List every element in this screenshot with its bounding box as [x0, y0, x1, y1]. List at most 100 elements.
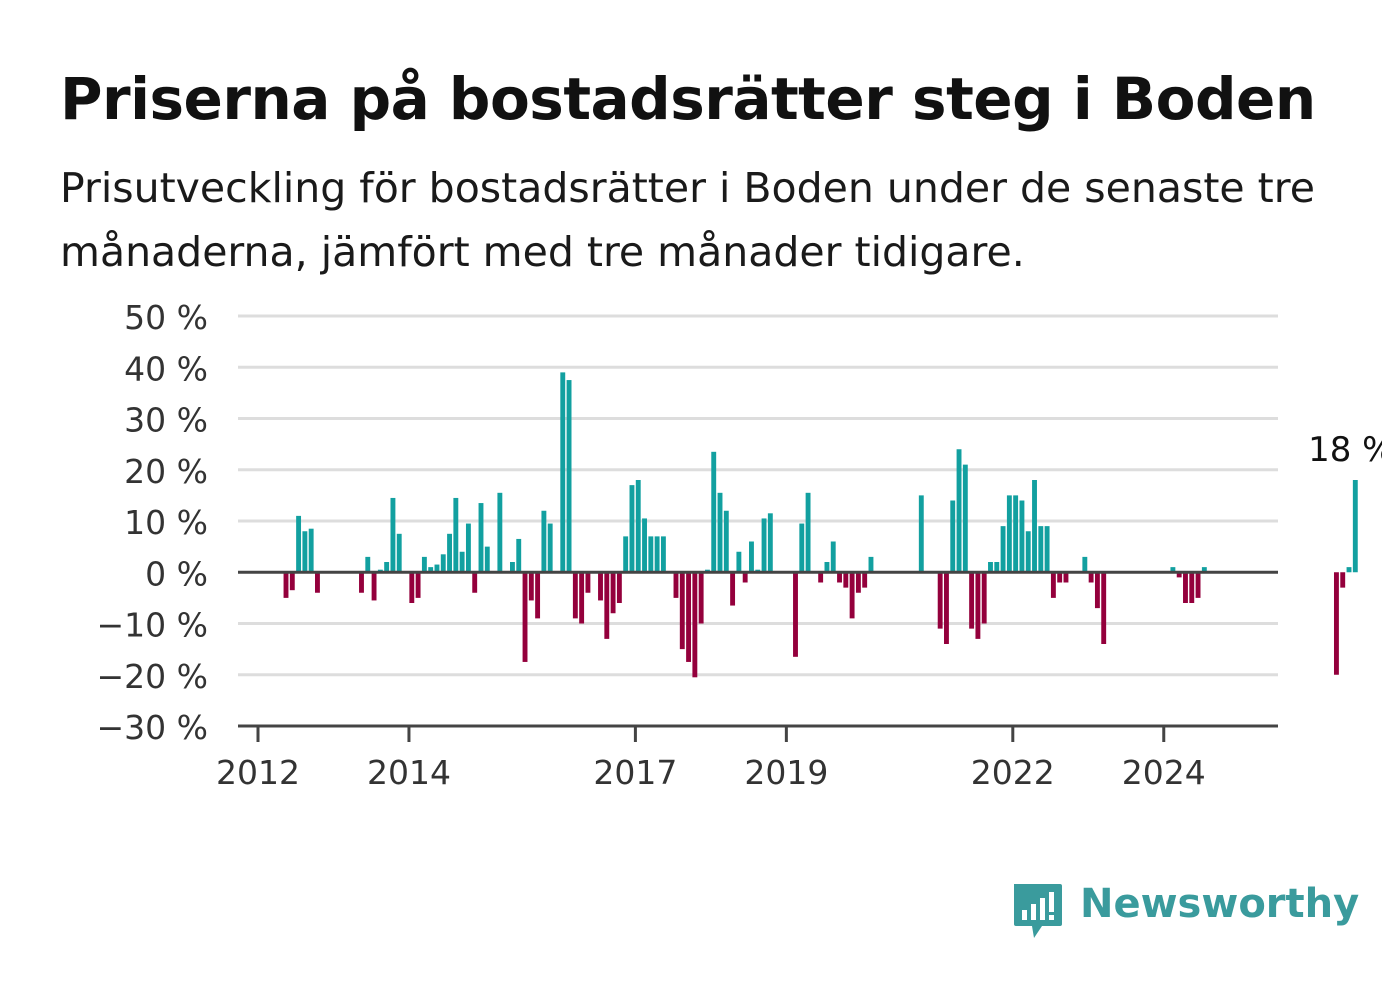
bar: [1340, 572, 1346, 588]
bar: [478, 503, 484, 573]
bar: [472, 572, 478, 593]
bar: [1006, 495, 1012, 573]
bar: [560, 372, 566, 573]
bar: [660, 536, 666, 573]
bar: [1025, 531, 1031, 573]
y-tick-label: 20 %: [124, 452, 208, 491]
bar: [283, 572, 289, 598]
bar: [510, 562, 515, 573]
bar: [296, 515, 302, 573]
bar: [994, 562, 1000, 573]
bar: [818, 572, 824, 583]
bar: [598, 572, 603, 601]
bar: [396, 533, 402, 573]
bar: [421, 556, 427, 573]
bar: [862, 572, 868, 588]
bar: [541, 510, 547, 573]
last-value-annotation: 18 %: [1308, 430, 1382, 470]
annotations: 18 %: [1308, 430, 1382, 470]
bar: [428, 567, 434, 573]
bar: [1032, 480, 1037, 573]
bar: [440, 554, 446, 573]
bar: [868, 556, 874, 573]
bar: [648, 536, 654, 573]
bar: [302, 531, 308, 573]
bar: [1195, 572, 1201, 598]
x-tick-label: 2022: [971, 753, 1055, 792]
bar: [359, 572, 364, 593]
y-tick-label: 10 %: [124, 503, 208, 542]
bar: [409, 572, 415, 603]
x-tick-label: 2019: [744, 753, 828, 792]
bar: [434, 564, 440, 573]
bar: [371, 572, 377, 601]
bar: [1170, 567, 1176, 573]
bar: [1019, 500, 1025, 573]
bar: [742, 572, 748, 583]
bar: [642, 518, 647, 573]
bar: [604, 572, 610, 639]
newsworthy-logo: Newsworthy: [1010, 878, 1359, 942]
bar: [937, 572, 943, 629]
axes: [238, 570, 1278, 742]
bar: [1201, 567, 1207, 573]
bar: [1101, 572, 1107, 644]
bar: [1088, 572, 1094, 583]
bar: [736, 551, 742, 573]
bar: [761, 518, 767, 573]
bar: [988, 562, 993, 573]
bar: [830, 541, 836, 573]
bar: [415, 572, 421, 598]
x-tick-label: 2012: [216, 753, 300, 792]
bar: [1044, 526, 1050, 573]
bar: [686, 572, 692, 662]
bar: [956, 449, 962, 573]
bar: [390, 497, 396, 573]
bar: [1000, 526, 1006, 573]
bar: [969, 572, 975, 629]
bar: [843, 572, 849, 588]
bar: [459, 551, 465, 573]
bar: [1094, 572, 1100, 609]
bar: [308, 528, 314, 573]
y-tick-label: −30 %: [97, 708, 209, 747]
bar: [723, 510, 729, 573]
bar: [730, 572, 736, 606]
bar: [855, 572, 861, 593]
bar: [962, 464, 968, 573]
bar: [793, 572, 798, 657]
bar: [981, 572, 987, 624]
bar: [692, 572, 698, 678]
gridlines: [238, 314, 1278, 677]
bar: [1082, 556, 1088, 573]
y-tick-label: 40 %: [124, 349, 208, 388]
bar: [1352, 480, 1358, 573]
y-tick-label: −10 %: [97, 606, 209, 645]
bar: [1050, 572, 1056, 598]
bar: [635, 480, 641, 573]
bar: [497, 492, 503, 573]
bar: [1346, 567, 1352, 573]
bars: [283, 372, 1358, 678]
y-axis-labels: 50 % 40 % 30 % 20 % 10 % 0 % −10 % −20 % −30 %: [97, 298, 209, 747]
y-tick-label: 30 %: [124, 401, 208, 440]
bar: [535, 572, 541, 619]
bar: [717, 492, 723, 573]
bar: [749, 541, 754, 573]
bar: [975, 572, 981, 639]
bar: [837, 572, 842, 583]
bar: [289, 572, 295, 591]
bar: [799, 523, 805, 573]
bar: [315, 572, 320, 593]
x-tick-label: 2024: [1122, 753, 1206, 792]
bar: [711, 451, 717, 573]
bar: [623, 536, 629, 573]
bar: [484, 546, 490, 573]
bar: [824, 562, 830, 573]
bar: [516, 538, 522, 573]
bar: [1057, 572, 1063, 583]
bar: [384, 562, 390, 573]
bar: [585, 572, 591, 593]
bar: [1333, 572, 1339, 675]
